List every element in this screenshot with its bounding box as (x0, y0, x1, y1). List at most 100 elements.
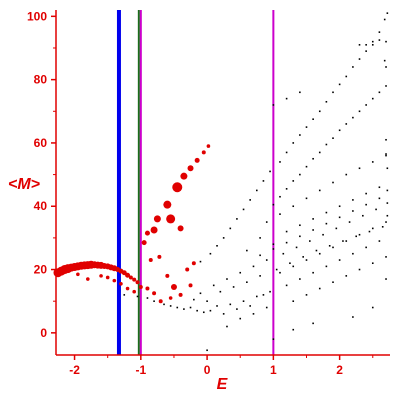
large-point (128, 275, 133, 280)
x-tick-label: -1 (135, 363, 146, 377)
large-point (152, 291, 157, 296)
small-point (236, 308, 238, 310)
small-point (279, 195, 281, 198)
small-point (385, 221, 387, 223)
vertical-reference-lines (116, 10, 275, 355)
small-point (193, 298, 195, 301)
small-point (289, 262, 291, 265)
small-point (385, 40, 387, 43)
small-point (381, 226, 384, 228)
small-point (176, 306, 179, 309)
small-point (312, 118, 314, 120)
small-point (255, 295, 258, 298)
small-point (305, 259, 308, 261)
small-point (299, 278, 301, 280)
small-point (299, 91, 301, 94)
y-tick-label: 60 (34, 136, 48, 150)
large-points-layer (53, 144, 211, 304)
small-point (325, 222, 328, 225)
small-point (338, 129, 341, 132)
axes: 0 20 40 60 80 100 -2 -1 0 1 2 (27, 9, 390, 377)
small-point (325, 143, 328, 146)
small-point (299, 224, 301, 227)
small-point (318, 151, 321, 154)
small-point (371, 161, 374, 163)
small-point (386, 202, 389, 204)
x-tick-label: -2 (69, 363, 80, 377)
x-tick-label: 0 (204, 363, 211, 377)
small-point (309, 240, 311, 242)
small-point (206, 300, 208, 302)
large-point (125, 286, 130, 291)
small-point (358, 268, 361, 271)
small-point (262, 180, 265, 182)
small-point (299, 134, 301, 136)
large-point (138, 284, 143, 289)
large-point (141, 240, 147, 246)
y-tick-label: 40 (34, 199, 48, 213)
small-point (199, 260, 202, 263)
small-point (365, 104, 367, 106)
small-point (279, 161, 281, 163)
small-point (378, 91, 381, 94)
small-point (272, 104, 275, 106)
small-point (299, 173, 301, 176)
large-point (153, 215, 161, 223)
small-point (358, 44, 361, 46)
small-point (332, 137, 334, 139)
small-point (385, 278, 387, 280)
small-point (371, 306, 374, 309)
large-point (188, 283, 193, 288)
small-point (259, 254, 261, 257)
small-point (315, 249, 318, 252)
small-point (265, 221, 268, 223)
small-point (358, 167, 361, 170)
small-point (371, 262, 374, 265)
large-point (148, 258, 153, 263)
small-point (302, 256, 304, 258)
large-point (166, 214, 176, 224)
small-point (352, 252, 354, 255)
small-point (352, 116, 354, 119)
small-point (358, 58, 361, 60)
y-tick-label: 20 (34, 263, 48, 277)
y-axis-label: <M> (8, 176, 40, 193)
small-point (385, 66, 387, 68)
small-point (365, 192, 367, 195)
small-point (338, 205, 341, 208)
small-point (352, 66, 354, 68)
small-point (246, 281, 248, 284)
small-point (383, 18, 386, 21)
small-point (222, 237, 225, 239)
large-point (168, 296, 173, 300)
small-point (299, 235, 301, 238)
large-point (105, 275, 110, 280)
small-point (242, 208, 245, 211)
small-point (365, 50, 367, 52)
small-point (365, 246, 367, 249)
small-point (272, 248, 275, 250)
small-point (153, 300, 155, 302)
small-point (305, 294, 308, 296)
small-point (312, 322, 314, 325)
large-point (112, 278, 117, 283)
large-point (144, 230, 150, 236)
small-point (246, 249, 248, 252)
small-point (292, 300, 295, 302)
small-point (259, 237, 261, 239)
small-point (328, 245, 331, 247)
small-point (123, 294, 126, 296)
small-point (325, 265, 328, 268)
small-point (386, 12, 389, 14)
large-point (145, 286, 150, 291)
small-point (269, 170, 271, 173)
small-point (282, 252, 285, 255)
small-point (375, 208, 377, 211)
small-point (292, 328, 295, 331)
small-point (365, 44, 367, 46)
small-point (385, 256, 387, 258)
small-point (136, 295, 139, 298)
small-point (378, 31, 381, 33)
